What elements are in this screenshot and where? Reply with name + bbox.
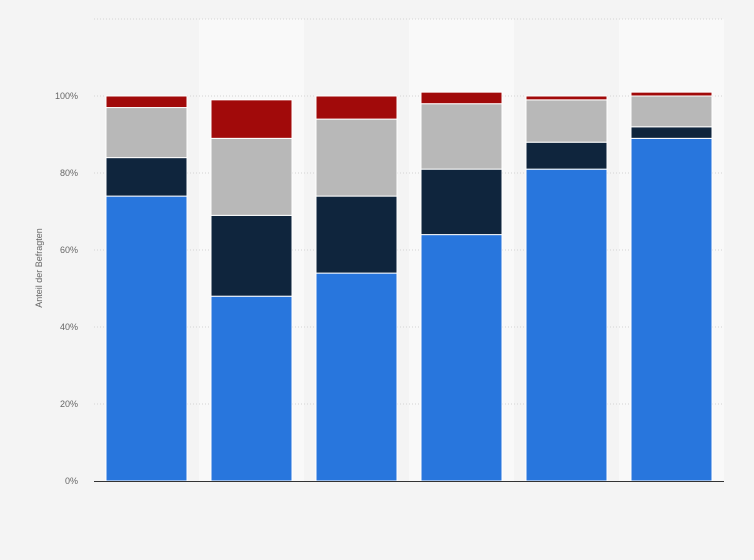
y-tick-label: 0% xyxy=(65,476,78,486)
bar-segment xyxy=(630,91,713,97)
bar-segment xyxy=(315,195,398,274)
bar-segment xyxy=(315,95,398,120)
bar-segment xyxy=(630,95,713,128)
bar-segment xyxy=(315,118,398,197)
bar-segment xyxy=(210,99,293,139)
bar-segment xyxy=(105,195,188,482)
bar-segment xyxy=(525,99,608,143)
bar-segment xyxy=(210,295,293,482)
bar-segment xyxy=(420,234,503,482)
bar-segment xyxy=(105,157,188,197)
bar-segment xyxy=(420,168,503,236)
gridlines xyxy=(94,18,724,405)
bar-segment xyxy=(525,141,608,170)
y-tick-label: 20% xyxy=(60,399,78,409)
bar-segment xyxy=(315,272,398,482)
y-tick-label: 100% xyxy=(55,91,78,101)
bar-segment xyxy=(630,126,713,139)
bar-segment xyxy=(105,95,188,109)
bars xyxy=(105,91,713,482)
bar-segment xyxy=(525,168,608,482)
bar-segment xyxy=(210,214,293,297)
y-tick-label: 80% xyxy=(60,168,78,178)
bar-segment xyxy=(210,137,293,216)
y-tick-label: 60% xyxy=(60,245,78,255)
bar-segment xyxy=(420,91,503,105)
bar-segment xyxy=(420,103,503,170)
bar-segment xyxy=(630,137,713,482)
y-axis-title: Anteil der Befragten xyxy=(34,228,44,308)
axis: 0% 20% 40% 60% 80% 100% xyxy=(55,91,724,486)
y-tick-label: 40% xyxy=(60,322,78,332)
bar-segment xyxy=(525,95,608,101)
bar-segment xyxy=(105,107,188,159)
